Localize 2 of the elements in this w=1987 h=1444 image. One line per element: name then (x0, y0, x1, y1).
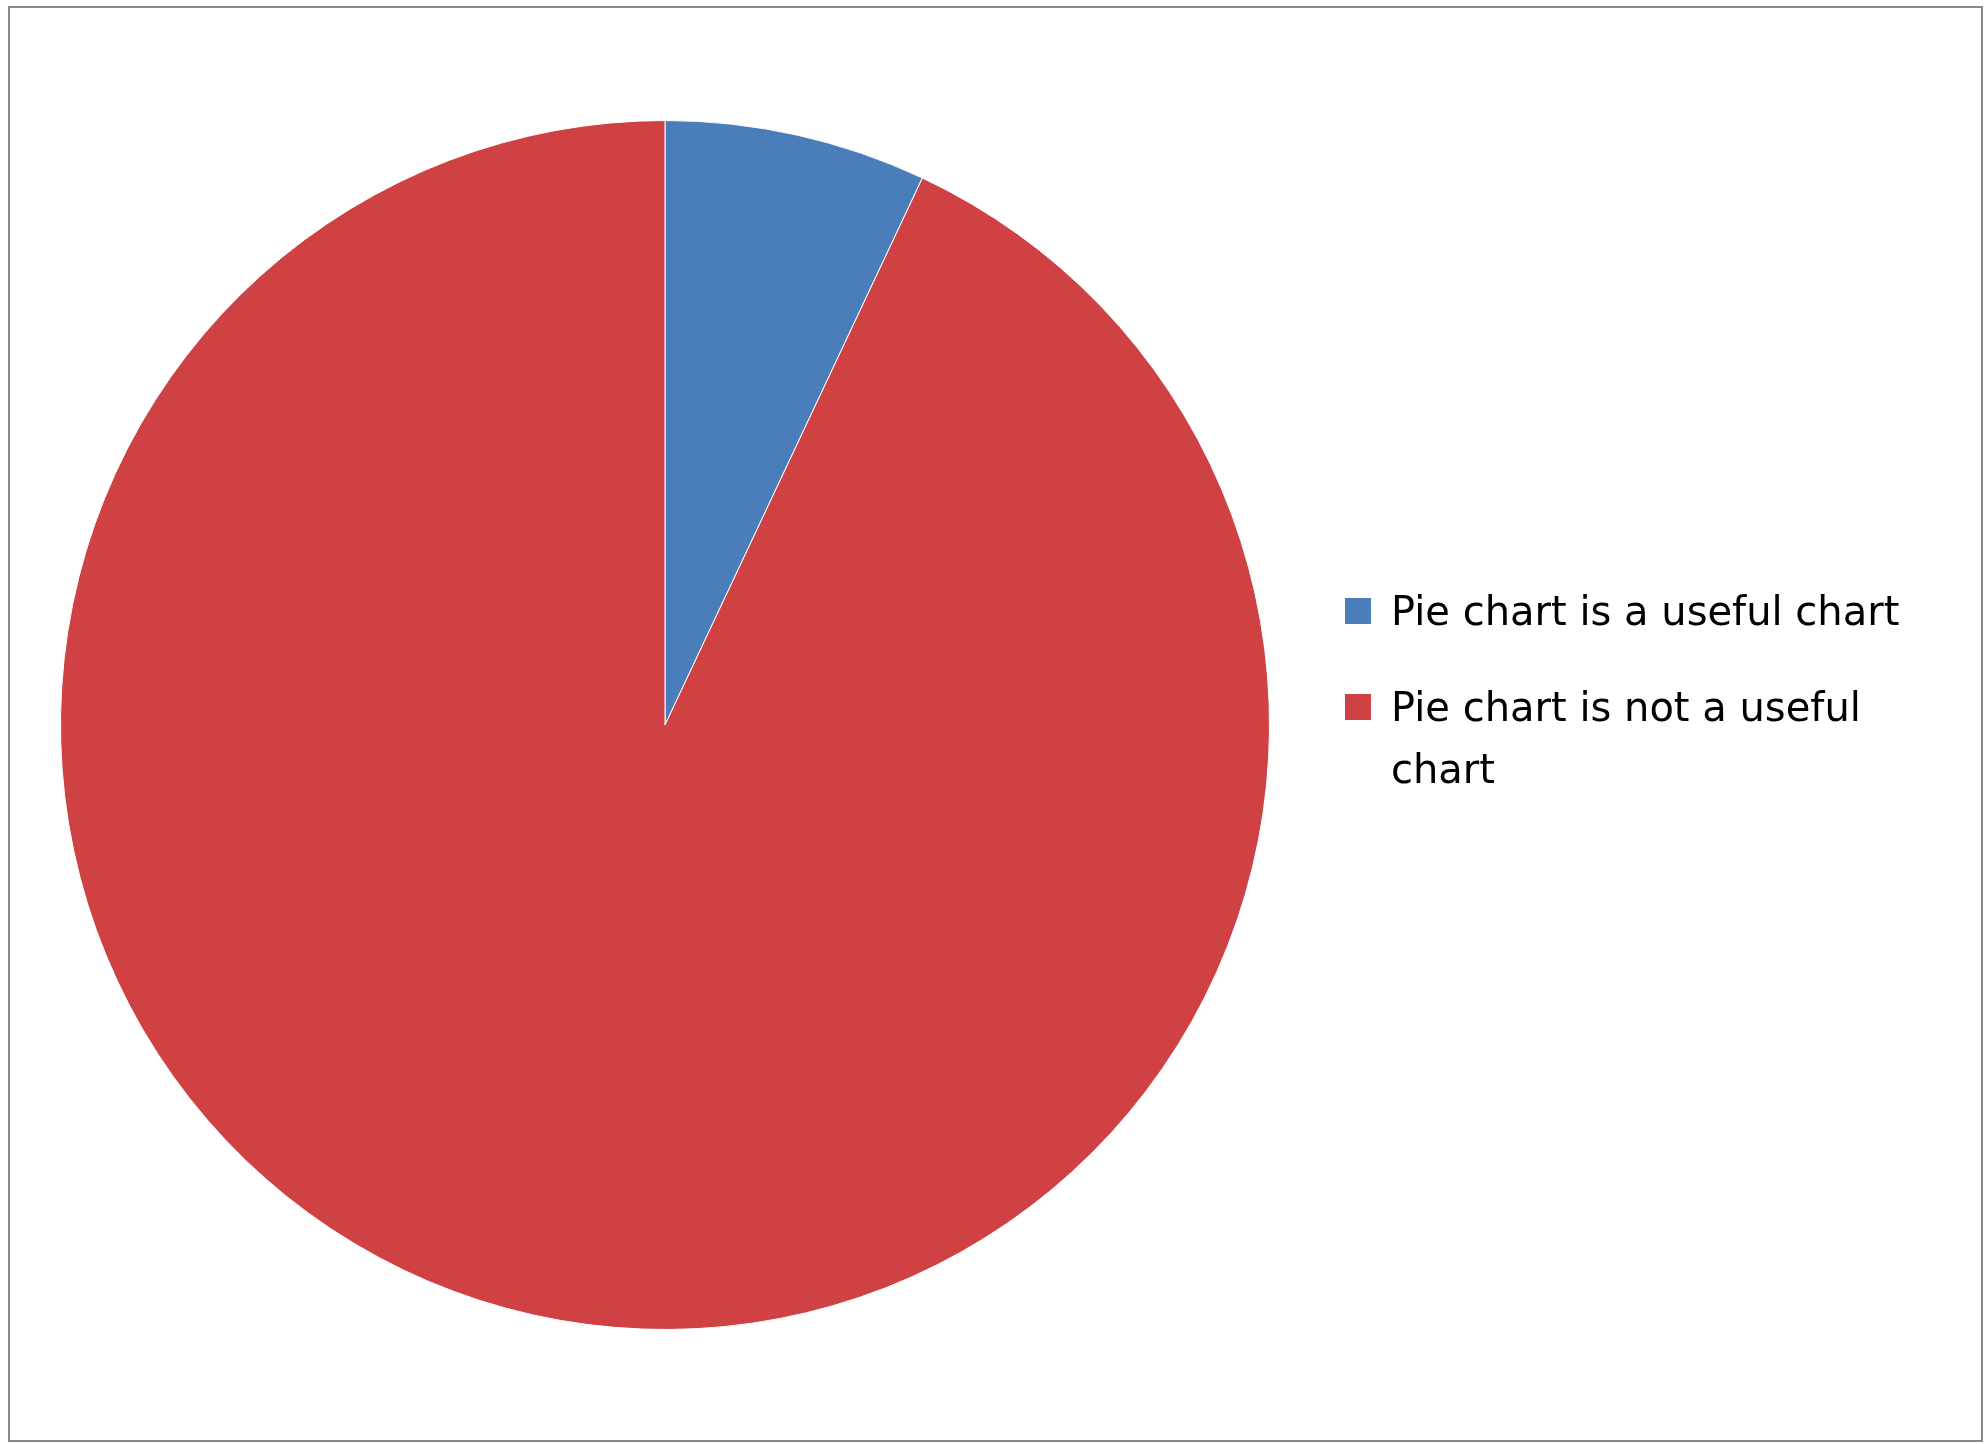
legend-label: Pie chart is not a useful chart (1391, 683, 1862, 794)
legend-label: Pie chart is a useful chart (1391, 587, 1900, 636)
